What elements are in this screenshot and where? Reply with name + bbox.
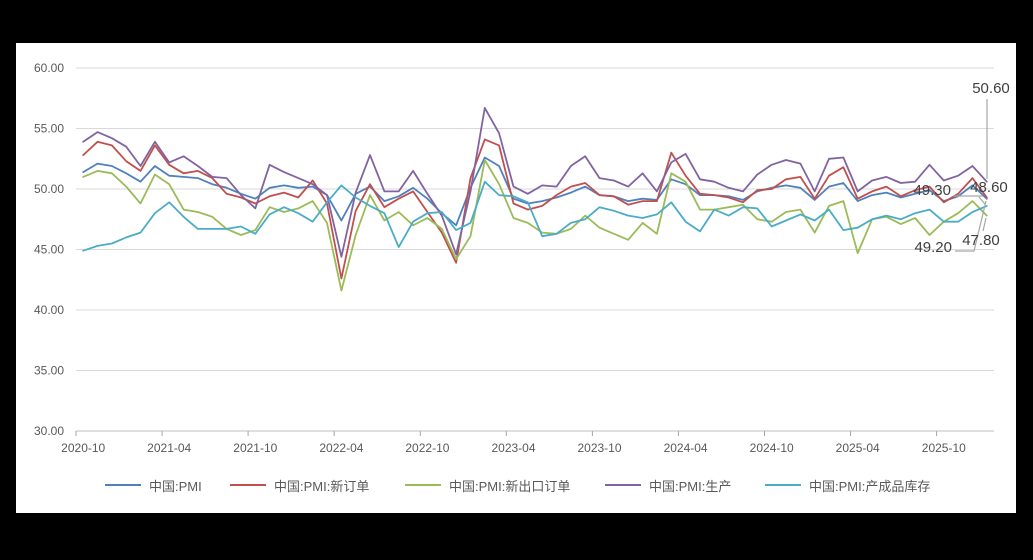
legend-item-pmi: 中国:PMI — [105, 476, 202, 494]
end-label-finished-goods-inventory: 48.60 — [970, 179, 1008, 196]
x-axis-label: 2025-10 — [922, 441, 966, 455]
legend-swatch-finished-goods-inventory — [765, 484, 801, 486]
x-axis-label: 2022-10 — [405, 441, 449, 455]
y-axis-label: 55.00 — [34, 122, 64, 136]
legend-label-new-export-orders: 中国:PMI:新出口订单 — [449, 478, 571, 494]
series-line-new-orders — [82, 138, 988, 280]
y-axis-label: 45.00 — [34, 243, 64, 257]
x-axis-label: 2020-10 — [61, 441, 105, 455]
legend-swatch-new-orders — [230, 484, 266, 486]
end-label-pmi: 49.20 — [914, 239, 952, 256]
legend-label-new-orders: 中国:PMI:新订单 — [274, 478, 370, 494]
legend-swatch-new-export-orders — [405, 484, 441, 486]
series-line-pmi — [82, 156, 988, 227]
legend-item-finished-goods-inventory: 中国:PMI:产成品库存 — [765, 476, 930, 494]
legend-item-production: 中国:PMI:生产 — [605, 476, 731, 494]
leader-line-finished-goods-inventory — [978, 196, 986, 205]
x-axis-label: 2024-04 — [664, 441, 708, 455]
legend-label-finished-goods-inventory: 中国:PMI:产成品库存 — [809, 478, 931, 494]
legend-item-new-export-orders: 中国:PMI:新出口订单 — [405, 476, 570, 494]
end-label-production: 50.60 — [972, 80, 1010, 97]
legend-label-production: 中国:PMI:生产 — [649, 478, 732, 494]
legend: 中国:PMI 中国:PMI:新订单 中国:PMI:新出口订单 中国:PMI:生产 中国:… — [0, 476, 1033, 496]
leader-line-new-export-orders — [982, 217, 987, 232]
x-axis-label: 2021-04 — [147, 441, 191, 455]
leader-line-pmi — [955, 200, 987, 252]
x-axis-label: 2023-04 — [491, 441, 535, 455]
y-axis-label: 40.00 — [34, 303, 64, 317]
x-axis-label: 2021-10 — [233, 441, 277, 455]
y-axis-label: 50.00 — [34, 182, 64, 196]
x-axis-label: 2022-04 — [319, 441, 363, 455]
legend-swatch-production — [605, 484, 641, 486]
legend-label-pmi: 中国:PMI — [149, 478, 202, 494]
x-axis-label: 2025-04 — [836, 441, 880, 455]
legend-item-new-orders: 中国:PMI:新订单 — [230, 476, 369, 494]
end-label-new-export-orders: 47.80 — [962, 232, 1000, 249]
y-axis-label: 35.00 — [34, 364, 64, 378]
legend-swatch-pmi — [105, 484, 141, 486]
x-axis-label: 2023-10 — [577, 441, 621, 455]
chart-panel — [16, 43, 1016, 513]
end-label-new-orders: 49.30 — [913, 182, 951, 199]
series-line-finished-goods-inventory — [82, 180, 988, 252]
y-axis-label: 30.00 — [34, 424, 64, 438]
series-line-new-export-orders — [82, 159, 988, 292]
y-axis-label: 60.00 — [34, 61, 64, 75]
series-line-production — [82, 107, 988, 258]
x-axis-label: 2024-10 — [750, 441, 794, 455]
